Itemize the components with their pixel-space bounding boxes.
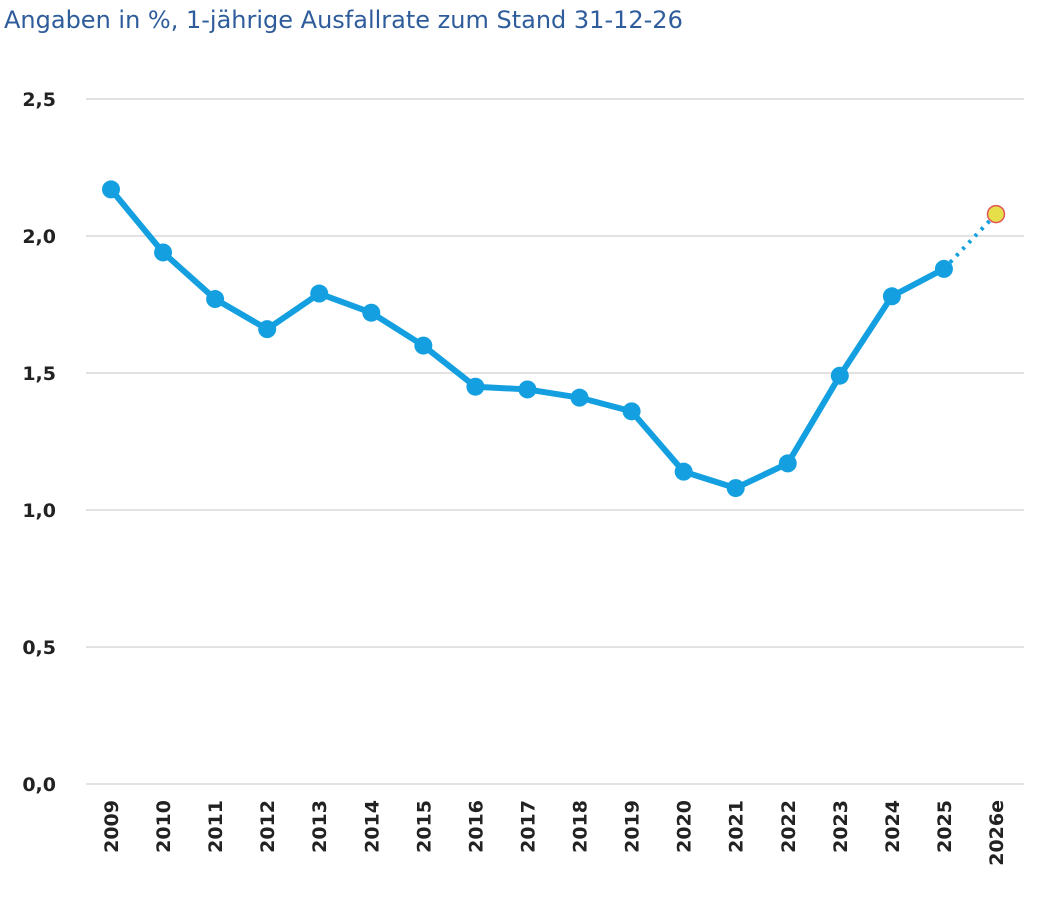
y-tick-label: 2,0 <box>22 226 56 248</box>
data-point <box>622 402 641 421</box>
x-tick-label: 2016 <box>465 800 487 853</box>
data-point <box>310 284 329 303</box>
data-point <box>570 388 589 407</box>
x-tick-label: 2012 <box>257 800 279 853</box>
y-tick-label: 1,0 <box>22 500 56 522</box>
x-tick-label: 2010 <box>153 800 175 853</box>
data-point <box>726 479 745 498</box>
data-point <box>362 303 381 322</box>
x-tick-label: 2018 <box>570 800 592 853</box>
chart-title: Angaben in %, 1-jährige Ausfallrate zum … <box>4 6 683 34</box>
y-tick-label: 1,5 <box>22 363 56 385</box>
data-point <box>466 377 485 396</box>
x-tick-label: 2026e <box>986 800 1008 866</box>
x-tick-label: 2020 <box>674 800 696 853</box>
data-point <box>206 290 225 309</box>
data-point <box>258 320 277 339</box>
x-tick-label: 2023 <box>830 800 852 853</box>
y-tick-label: 2,5 <box>22 89 56 111</box>
data-point <box>934 259 953 278</box>
data-point <box>518 380 537 399</box>
estimate-line <box>942 212 998 271</box>
x-tick-label: 2025 <box>934 800 956 853</box>
data-point <box>778 454 797 473</box>
y-tick-label: 0,0 <box>22 774 56 796</box>
x-tick-label: 2021 <box>726 800 748 853</box>
x-tick-label: 2015 <box>413 800 435 853</box>
data-point <box>674 462 693 481</box>
x-tick-label: 2011 <box>205 800 227 853</box>
series-line <box>108 187 946 492</box>
data-point <box>882 287 901 306</box>
data-point <box>414 336 433 355</box>
data-point <box>154 243 173 262</box>
x-tick-label: 2013 <box>309 800 331 853</box>
x-tick-label: 2009 <box>101 800 123 853</box>
estimate-point <box>986 204 1006 224</box>
x-tick-label: 2017 <box>517 800 539 853</box>
data-point <box>830 366 849 385</box>
x-tick-label: 2022 <box>778 800 800 853</box>
x-tick-label: 2019 <box>622 800 644 853</box>
x-tick-label: 2014 <box>361 800 383 853</box>
data-point <box>102 180 120 199</box>
x-tick-label: 2024 <box>882 800 904 853</box>
y-tick-label: 0,5 <box>22 637 56 659</box>
